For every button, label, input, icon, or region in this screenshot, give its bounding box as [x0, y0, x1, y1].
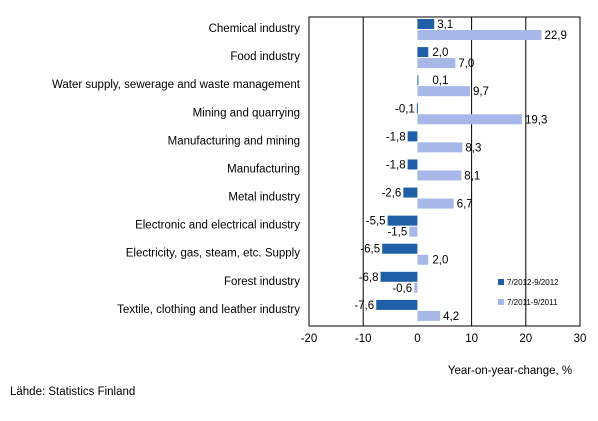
bar-current: [417, 19, 435, 29]
bar-previous: [417, 170, 462, 181]
data-label: -0,1: [395, 103, 415, 115]
category-label: Chemical industry: [209, 23, 301, 35]
bar-current: [416, 103, 418, 114]
x-axis-label: Year-on-year-change, %: [448, 365, 572, 377]
category-label: Electricity, gas, steam, etc. Supply: [126, 248, 301, 260]
bar-previous: [417, 114, 523, 125]
bar-current: [407, 131, 418, 142]
x-tick-label: -10: [355, 333, 372, 345]
bar-previous: [414, 282, 418, 293]
legend-label: 7/2011-9/2011: [507, 298, 558, 307]
data-label: -2,6: [381, 188, 401, 200]
data-label: 0,1: [432, 75, 448, 87]
data-label: 8,3: [465, 142, 481, 154]
data-label: -7,6: [354, 300, 374, 312]
legend-label: 7/2012-9/2012: [507, 278, 559, 287]
data-label: -1,5: [387, 227, 407, 239]
plot-frame: [308, 16, 581, 327]
category-label: Forest industry: [224, 276, 300, 288]
data-label: 6,7: [457, 199, 473, 211]
data-label: 22,9: [545, 30, 567, 42]
data-label: -1,8: [386, 159, 406, 171]
data-label: 3,1: [437, 19, 453, 31]
x-tick-label: 0: [414, 333, 420, 345]
bar-previous: [417, 198, 454, 209]
data-label: 19,3: [525, 114, 547, 126]
data-label: -0,6: [392, 283, 412, 295]
x-tick-label: -20: [301, 333, 318, 345]
bar-previous: [417, 86, 470, 97]
bar-current: [382, 243, 418, 254]
data-label: 9,7: [473, 86, 489, 98]
category-label: Electronic and electrical industry: [135, 220, 300, 232]
category-label: Manufacturing: [227, 163, 300, 175]
bar-current: [403, 187, 418, 198]
bar-previous: [417, 254, 429, 265]
category-label: Metal industry: [228, 192, 300, 204]
data-label: -5,5: [366, 216, 386, 228]
data-label: 4,2: [443, 311, 459, 323]
source-note: Lähde: Statistics Finland: [10, 386, 136, 398]
bar-previous: [417, 142, 463, 153]
legend-swatch: [498, 279, 504, 285]
category-label: Water supply, sewerage and waste managem…: [52, 79, 301, 91]
bar-current: [417, 75, 419, 86]
x-tick-label: 30: [574, 333, 587, 345]
data-label: 8,1: [464, 170, 480, 182]
x-tick-label: 20: [519, 333, 532, 345]
data-label: -1,8: [386, 131, 406, 143]
bar-previous: [417, 58, 456, 69]
data-label: 2,0: [432, 47, 448, 59]
data-label: -6,8: [359, 272, 379, 284]
data-label: 7,0: [458, 58, 474, 70]
x-tick-label: 10: [465, 333, 478, 345]
category-label: Food industry: [230, 51, 300, 63]
category-label: Textile, clothing and leather industry: [117, 304, 300, 316]
bar-previous: [417, 310, 441, 321]
data-label: 2,0: [432, 255, 448, 267]
bar-current: [380, 271, 418, 282]
data-label: -6,5: [360, 244, 380, 256]
bar-current: [407, 159, 418, 170]
bar-previous: [409, 226, 418, 237]
category-label: Manufacturing and mining: [168, 135, 300, 147]
bar-previous: [417, 30, 542, 40]
category-label: Mining and quarrying: [193, 107, 300, 119]
bar-current: [387, 215, 418, 226]
bar-current: [376, 299, 418, 310]
bar-current: [417, 47, 429, 58]
legend-swatch: [498, 299, 504, 305]
